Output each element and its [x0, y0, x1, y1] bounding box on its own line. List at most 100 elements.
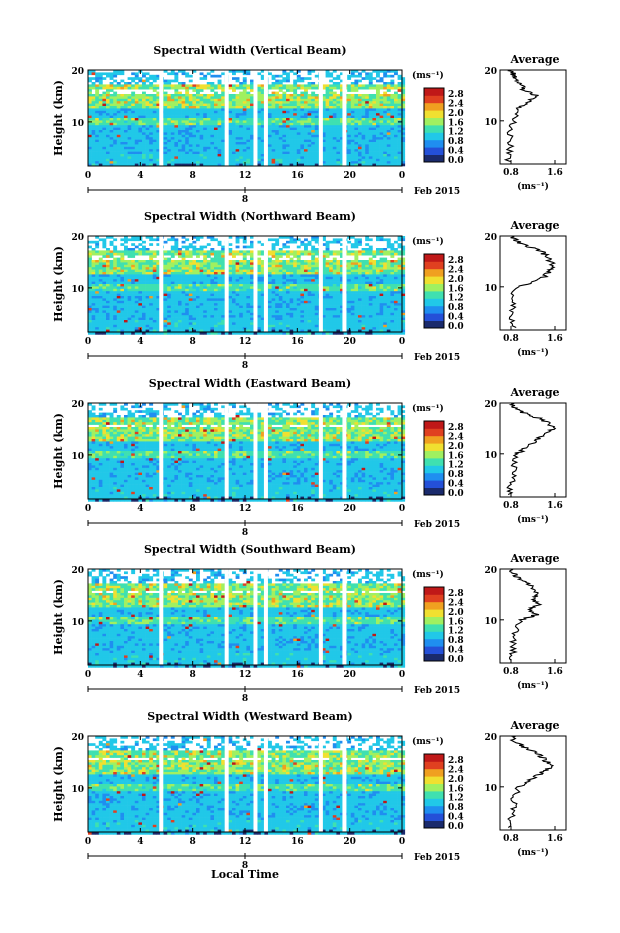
heatmap-cell: [171, 113, 175, 116]
heatmap-cell: [128, 144, 132, 147]
heatmap-cell: [257, 96, 261, 99]
heatmap-cell: [250, 116, 254, 119]
heatmap-cell: [182, 272, 186, 275]
heatmap-cell: [149, 310, 153, 313]
heatmap-cell: [92, 296, 96, 299]
heatmap-cell: [221, 308, 225, 311]
heatmap-cell: [398, 144, 402, 147]
heatmap-cell: [246, 260, 250, 263]
heatmap-cell: [228, 301, 232, 304]
average-profile-line: [506, 70, 539, 162]
heatmap-cell: [203, 272, 207, 275]
heatmap-cell: [88, 250, 92, 253]
heatmap-cell: [182, 84, 186, 87]
heatmap-cell: [142, 118, 146, 121]
heatmap-cell: [149, 101, 153, 104]
heatmap-cell: [390, 75, 394, 78]
heatmap-cell: [380, 152, 384, 155]
heatmap-cell: [196, 116, 200, 119]
heatmap-cell: [297, 111, 301, 114]
heatmap-cell: [333, 128, 337, 131]
heatmap-cell: [304, 140, 308, 143]
heatmap-cell: [149, 113, 153, 116]
heatmap-cell: [218, 123, 222, 126]
heatmap-cell: [210, 120, 214, 123]
heatmap-cell: [178, 152, 182, 155]
heatmap-cell: [239, 301, 243, 304]
heatmap-cell: [358, 130, 362, 133]
heatmap-cell: [167, 253, 171, 256]
heatmap-cell: [146, 325, 150, 328]
heatmap-cell: [178, 282, 182, 285]
heatmap-cell: [232, 272, 236, 275]
heatmap-cell: [347, 147, 351, 150]
heatmap-cell: [221, 101, 225, 104]
heatmap-cell: [362, 123, 366, 126]
heatmap-cell: [243, 267, 247, 270]
heatmap-cell: [135, 246, 139, 249]
heatmap-cell: [369, 125, 373, 128]
heatmap-cell: [203, 291, 207, 294]
heatmap-cell: [387, 104, 391, 107]
heatmap-cell: [142, 270, 146, 273]
heatmap-cell: [192, 306, 196, 309]
heatmap-cell: [182, 82, 186, 85]
heatmap-cell: [88, 89, 92, 92]
heatmap-cell: [203, 84, 207, 87]
heatmap-cell: [239, 104, 243, 107]
heatmap-cell: [207, 272, 211, 275]
heatmap-cell: [286, 120, 290, 123]
heatmap-cell: [138, 315, 142, 318]
heatmap-cell: [207, 84, 211, 87]
heatmap-cell: [358, 156, 362, 159]
heatmap-cell: [387, 116, 391, 119]
heatmap-cell: [92, 106, 96, 109]
heatmap-cell: [246, 246, 250, 249]
heatmap-cell: [95, 94, 99, 97]
heatmap-cell: [117, 315, 121, 318]
heatmap-cell: [124, 118, 128, 121]
heatmap-cell: [218, 294, 222, 297]
heatmap-cell: [153, 253, 157, 256]
heatmap-cell: [102, 84, 106, 87]
heatmap-cell: [178, 156, 182, 159]
heatmap-cell: [153, 140, 157, 143]
heatmap-cell: [138, 116, 142, 119]
heatmap-cell: [120, 111, 124, 114]
heatmap-cell: [135, 125, 139, 128]
heatmap-cell: [110, 154, 114, 157]
heatmap-cell: [117, 262, 121, 265]
heatmap-cell: [88, 87, 92, 90]
heatmap-cell: [210, 106, 214, 109]
heatmap-cell: [171, 87, 175, 90]
heatmap-cell: [304, 101, 308, 104]
heatmap-cell: [239, 140, 243, 143]
heatmap-cell: [142, 289, 146, 292]
heatmap-cell: [146, 284, 150, 287]
heatmap-cell: [106, 135, 110, 138]
heatmap-cell: [214, 147, 218, 150]
heatmap-cell: [88, 135, 92, 138]
heatmap-cell: [236, 289, 240, 292]
heatmap-cell: [221, 246, 225, 249]
heatmap-cell: [232, 156, 236, 159]
colorbar-segment: [424, 118, 444, 126]
heatmap-cell: [200, 327, 204, 330]
heatmap-cell: [106, 72, 110, 75]
heatmap-cell: [376, 149, 380, 152]
heatmap-cell: [120, 265, 124, 268]
heatmap-cell: [232, 108, 236, 111]
heatmap-cell: [210, 291, 214, 294]
heatmap-cell: [120, 322, 124, 325]
heatmap-cell: [88, 104, 92, 107]
heatmap-cell: [99, 147, 103, 150]
heatmap-cell: [257, 315, 261, 318]
heatmap-cell: [297, 80, 301, 83]
heatmap-cell: [250, 152, 254, 155]
heatmap-cell: [336, 113, 340, 116]
heatmap-cell: [174, 77, 178, 80]
heatmap-cell: [189, 255, 193, 258]
heatmap-cell: [369, 161, 373, 164]
heatmap-cell: [376, 89, 380, 92]
heatmap-cell: [124, 161, 128, 164]
